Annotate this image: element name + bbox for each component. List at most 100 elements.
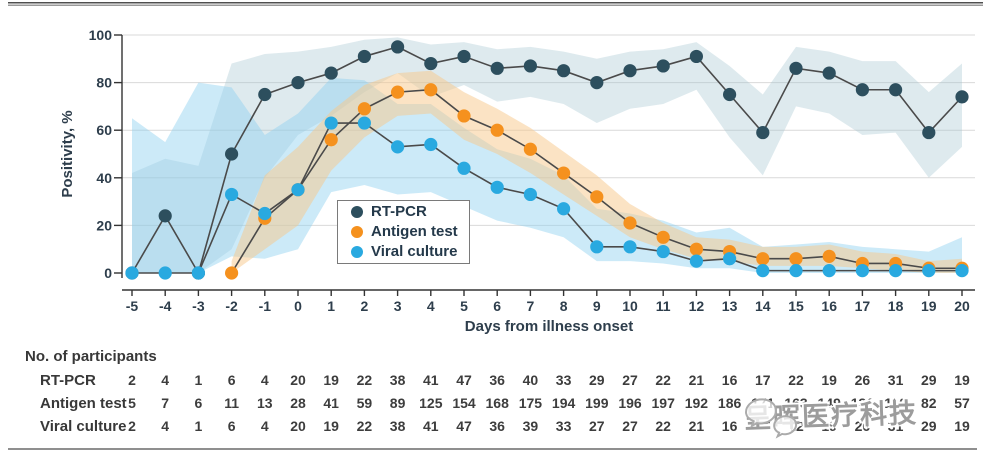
participants-value: 163 [784,395,808,411]
rt-pcr-point [590,76,604,90]
rt-pcr-point [557,64,571,78]
participants-value: 17 [755,372,771,388]
viral-culture-point [357,116,371,130]
x-tick-label: -1 [259,298,272,314]
rt-pcr-point [357,49,371,64]
participants-value: 22 [655,372,671,388]
x-tick-label: 13 [722,298,738,314]
rt-pcr-point [889,83,903,97]
y-tick-label: 60 [96,122,112,138]
legend: RT-PCR Antigen test Viral culture [337,200,470,264]
participants-value: 26 [854,372,871,388]
antigen-test-swatch-icon [351,226,363,238]
participants-value: 110 [884,395,907,411]
antigen-test-point [623,216,637,230]
participants-value: 29 [921,372,937,388]
participants-value: 39 [522,418,539,434]
participants-value: 196 [618,395,642,411]
viral-culture-point [291,183,305,197]
participants-value: 4 [260,418,269,434]
participants-value: 1 [194,418,203,434]
rt-pcr-point [723,87,737,102]
x-tick-label: -5 [126,298,139,314]
participants-value: 26 [854,418,871,434]
x-tick-label: 12 [689,298,705,314]
participants-value: 47 [456,418,472,434]
x-tick-label: 14 [755,298,771,314]
rt-pcr-swatch-icon [351,206,363,218]
x-tick-label: 15 [788,298,804,314]
rt-pcr-point [523,59,538,73]
rt-pcr-point [855,83,870,97]
viral-culture-point [457,161,471,175]
viral-culture-point [789,264,803,278]
rt-pcr-point [391,40,405,54]
y-tick-label: 40 [96,170,112,186]
participants-value: 6 [227,372,236,388]
participants-value: 21 [688,372,705,388]
participants-value: 6 [227,418,236,434]
viral-culture-point [557,202,571,216]
rt-pcr-point [291,76,305,90]
antigen-test-point [424,83,438,97]
viral-culture-point [158,266,172,280]
antigen-test-point [523,142,538,156]
participants-value: 40 [522,372,539,388]
participants-value: 36 [489,418,505,434]
participants-value: 7 [161,395,170,411]
participants-value: 4 [260,372,269,388]
participants-value: 38 [389,372,406,388]
viral-culture-point [523,187,538,202]
participants-value: 19 [954,418,970,434]
bottom-rule [8,448,977,450]
antigen-test-point [324,133,338,147]
x-tick-label: 2 [361,298,369,314]
x-tick-label: 7 [527,298,535,314]
x-tick-label: -2 [225,298,238,314]
viral-culture-point [424,137,438,152]
participants-value: 16 [721,372,738,388]
x-tick-label: 10 [622,298,638,314]
y-tick-label: 20 [96,217,112,233]
antigen-test-point [557,166,571,180]
viral-culture-point [955,264,969,278]
y-tick-label: 0 [104,265,112,281]
viral-culture-point [191,266,205,280]
legend-label: Viral culture [371,243,458,260]
viral-culture-point [125,266,139,280]
antigen-test-point [789,252,803,266]
participants-value: 1 [194,372,203,388]
participants-value: 41 [423,372,439,388]
viral-culture-point [590,240,604,254]
participants-value: 33 [555,418,572,434]
participants-value: 22 [356,418,373,434]
participants-value: 199 [585,395,609,411]
participants-row-label: Viral culture [40,418,127,435]
rt-pcr-point [258,87,272,102]
participants-value: 19 [323,372,339,388]
antigen-test-point [357,102,371,116]
x-tick-label: 17 [855,298,871,314]
antigen-test-point [457,109,471,123]
participants-value: 82 [921,395,937,411]
participants-row-label: Antigen test [40,395,127,412]
participants-value: 16 [721,418,738,434]
participants-value: 192 [684,395,709,411]
x-tick-label: -4 [159,298,172,314]
participants-value: 13 [257,395,273,411]
participants-value: 175 [518,395,543,411]
participants-value: 194 [551,395,576,411]
y-axis-title: Positivity, % [59,110,76,197]
y-tick-label: 80 [96,75,112,91]
rt-pcr-point [225,147,239,161]
viral-culture-point [723,252,737,266]
rt-pcr-point [822,66,836,80]
participants-value: 59 [356,395,373,411]
wechat-icon [745,398,798,439]
viral-culture-point [258,206,272,221]
participants-table-title: No. of participants [25,348,157,365]
participants-value: 27 [622,372,638,388]
participants-value: 47 [456,372,472,388]
